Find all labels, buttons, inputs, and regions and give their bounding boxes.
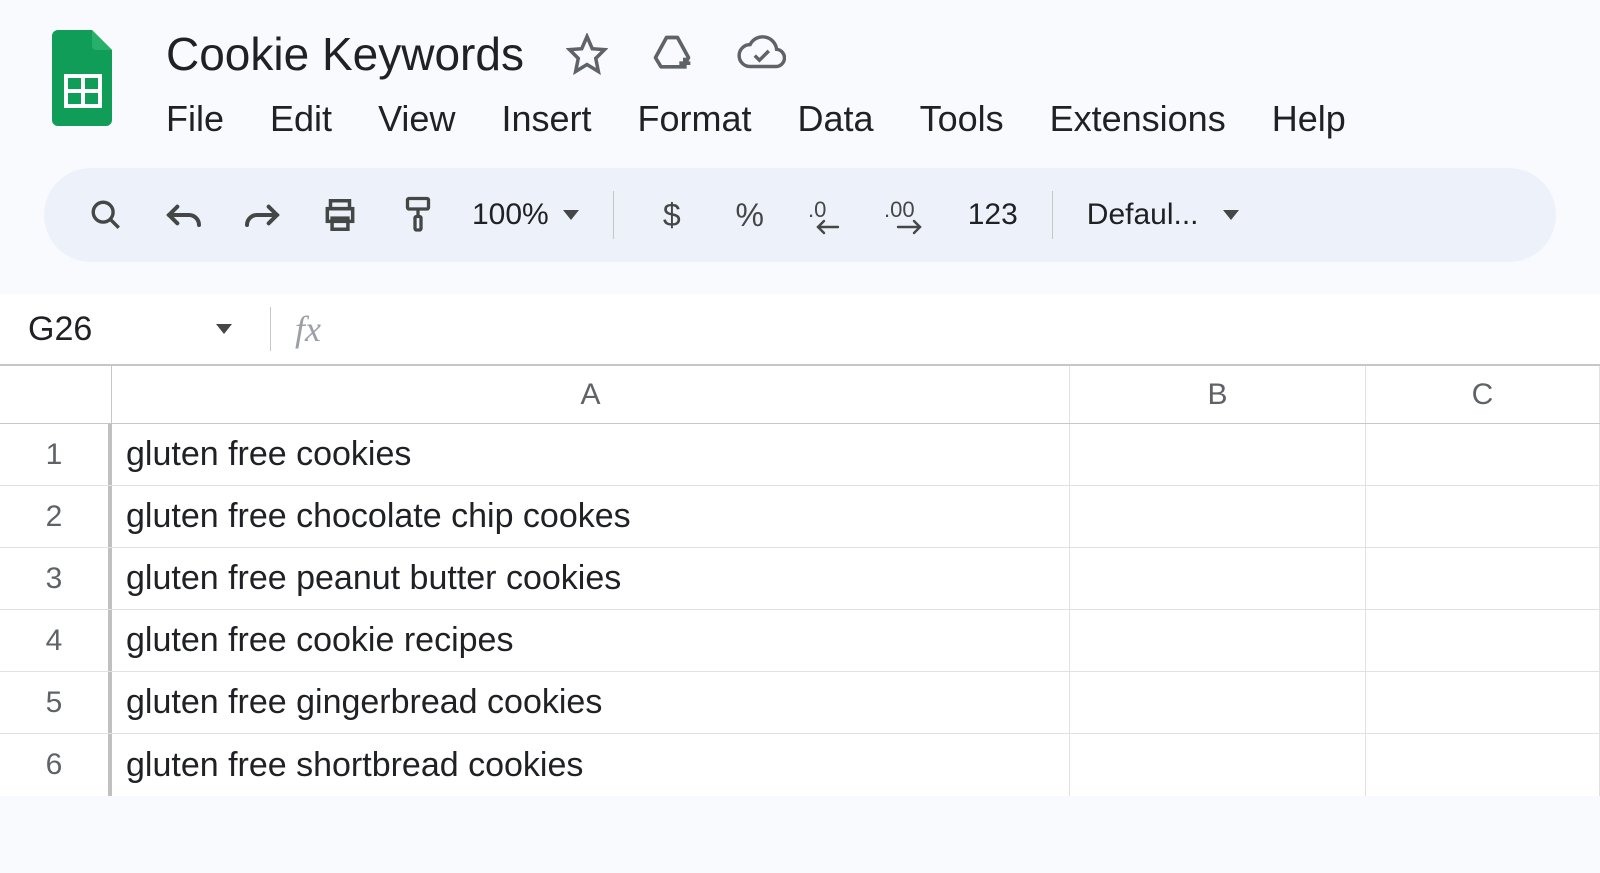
font-dropdown[interactable]: Defaul...: [1087, 191, 1239, 239]
cell-A3[interactable]: gluten free peanut butter cookies: [112, 548, 1070, 609]
toolbar-separator: [613, 191, 614, 239]
cell-C4[interactable]: [1366, 610, 1600, 671]
menu-insert[interactable]: Insert: [501, 98, 591, 140]
name-box-value: G26: [28, 310, 92, 349]
cell-B3[interactable]: [1070, 548, 1366, 609]
table-row: 4 gluten free cookie recipes: [0, 610, 1600, 672]
cell-C1[interactable]: [1366, 424, 1600, 485]
toolbar: 100% $ % .0 .00: [44, 168, 1556, 262]
cell-C5[interactable]: [1366, 672, 1600, 733]
cell-C6[interactable]: [1366, 734, 1600, 796]
decrease-decimal-button[interactable]: .0: [804, 191, 852, 239]
svg-text:.0: .0: [808, 197, 826, 222]
cell-B4[interactable]: [1070, 610, 1366, 671]
cell-A1[interactable]: gluten free cookies: [112, 424, 1070, 485]
cell-C2[interactable]: [1366, 486, 1600, 547]
star-icon[interactable]: [566, 33, 608, 75]
cell-A4[interactable]: gluten free cookie recipes: [112, 610, 1070, 671]
chevron-down-icon: [563, 210, 579, 220]
font-name: Defaul...: [1087, 198, 1199, 232]
formula-bar-row: G26 fx: [0, 294, 1600, 366]
column-headers: A B C: [0, 366, 1600, 424]
increase-decimal-button[interactable]: .00: [882, 191, 938, 239]
row-header[interactable]: 1: [0, 424, 112, 485]
row-header[interactable]: 6: [0, 734, 112, 796]
table-row: 2 gluten free chocolate chip cookes: [0, 486, 1600, 548]
table-row: 5 gluten free gingerbread cookies: [0, 672, 1600, 734]
titlebar: Cookie Keywords: [0, 0, 1600, 140]
redo-icon[interactable]: [238, 191, 286, 239]
zoom-value: 100%: [472, 198, 549, 232]
menu-data[interactable]: Data: [798, 98, 874, 140]
paint-format-icon[interactable]: [394, 191, 442, 239]
cell-C3[interactable]: [1366, 548, 1600, 609]
format-currency-button[interactable]: $: [648, 191, 696, 239]
column-header-A[interactable]: A: [112, 366, 1070, 423]
cell-B5[interactable]: [1070, 672, 1366, 733]
column-header-B[interactable]: B: [1070, 366, 1366, 423]
cell-A2[interactable]: gluten free chocolate chip cookes: [112, 486, 1070, 547]
row-header[interactable]: 3: [0, 548, 112, 609]
cell-B1[interactable]: [1070, 424, 1366, 485]
menu-file[interactable]: File: [166, 98, 224, 140]
title-block: Cookie Keywords: [166, 24, 1346, 140]
spreadsheet-grid: A B C 1 gluten free cookies 2 gluten fre…: [0, 366, 1600, 796]
select-all-corner[interactable]: [0, 366, 112, 423]
menu-view[interactable]: View: [378, 98, 455, 140]
table-row: 1 gluten free cookies: [0, 424, 1600, 486]
row-header[interactable]: 2: [0, 486, 112, 547]
cloud-saved-icon[interactable]: [736, 34, 786, 74]
fx-icon: fx: [295, 308, 321, 350]
menubar: File Edit View Insert Format Data Tools …: [166, 98, 1346, 140]
google-sheets-window: Cookie Keywords: [0, 0, 1600, 873]
cell-B6[interactable]: [1070, 734, 1366, 796]
column-header-C[interactable]: C: [1366, 366, 1600, 423]
print-icon[interactable]: [316, 191, 364, 239]
cell-A5[interactable]: gluten free gingerbread cookies: [112, 672, 1070, 733]
row-header[interactable]: 4: [0, 610, 112, 671]
move-to-drive-icon[interactable]: [650, 32, 694, 76]
toolbar-separator: [1052, 191, 1053, 239]
toolbar-container: 100% $ % .0 .00: [0, 140, 1600, 262]
chevron-down-icon: [1223, 210, 1239, 220]
table-row: 3 gluten free peanut butter cookies: [0, 548, 1600, 610]
svg-text:.00: .00: [884, 197, 915, 222]
menu-extensions[interactable]: Extensions: [1050, 98, 1226, 140]
title-line: Cookie Keywords: [166, 24, 1346, 84]
undo-icon[interactable]: [160, 191, 208, 239]
menu-tools[interactable]: Tools: [920, 98, 1004, 140]
document-title[interactable]: Cookie Keywords: [166, 27, 524, 81]
table-row: 6 gluten free shortbread cookies: [0, 734, 1600, 796]
sheets-logo[interactable]: [46, 30, 118, 126]
search-icon[interactable]: [82, 191, 130, 239]
menu-format[interactable]: Format: [638, 98, 752, 140]
menu-help[interactable]: Help: [1272, 98, 1346, 140]
name-box[interactable]: G26: [0, 310, 260, 349]
chevron-down-icon: [216, 324, 232, 334]
cell-A6[interactable]: gluten free shortbread cookies: [112, 734, 1070, 796]
row-header[interactable]: 5: [0, 672, 112, 733]
zoom-dropdown[interactable]: 100%: [472, 191, 579, 239]
formula-bar-separator: [270, 307, 271, 351]
cell-B2[interactable]: [1070, 486, 1366, 547]
more-formats-button[interactable]: 123: [968, 191, 1018, 239]
menu-edit[interactable]: Edit: [270, 98, 332, 140]
format-percent-button[interactable]: %: [726, 191, 774, 239]
